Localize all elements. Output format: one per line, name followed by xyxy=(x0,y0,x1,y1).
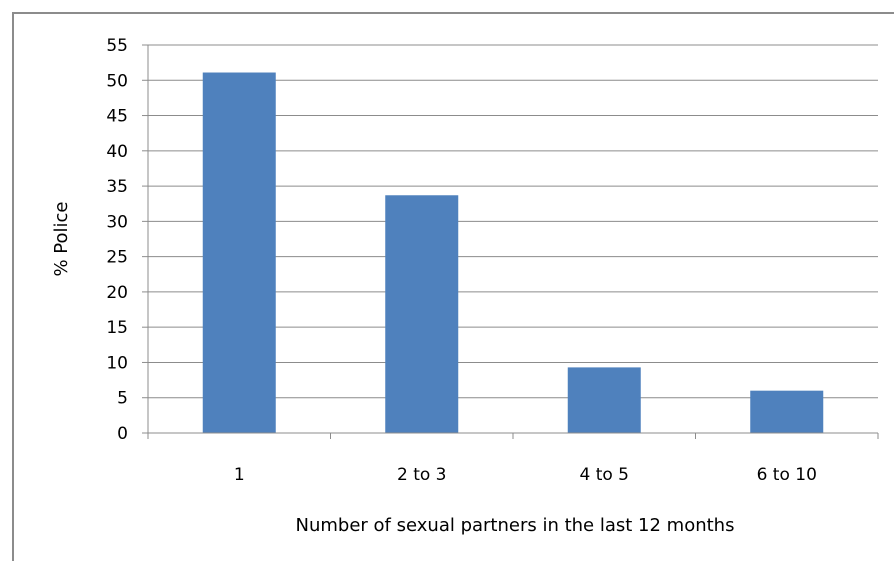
x-tick-label: 6 to 10 xyxy=(757,465,817,485)
y-tick-label: 55 xyxy=(106,36,128,56)
y-tick-label: 40 xyxy=(106,142,128,162)
y-tick-label: 10 xyxy=(106,353,128,373)
x-axis-ticks: 1 2 to 3 4 to 5 6 to 10 xyxy=(147,433,879,485)
bar-3 xyxy=(567,367,641,433)
y-tick-label: 45 xyxy=(106,107,128,127)
bar-1 xyxy=(202,72,276,433)
x-tick-label: 4 to 5 xyxy=(579,465,629,485)
y-axis-title: % Police xyxy=(51,201,72,276)
y-tick-label: 15 xyxy=(106,318,128,338)
y-tick-label: 50 xyxy=(106,71,128,91)
y-tick-label: 35 xyxy=(106,177,128,197)
y-tick-label: 25 xyxy=(106,248,128,268)
x-tick-label: 2 to 3 xyxy=(397,465,447,485)
bar-2 xyxy=(385,195,459,433)
x-tick-label: 1 xyxy=(234,465,245,485)
y-tick-label: 5 xyxy=(117,389,128,409)
bars xyxy=(202,72,824,433)
x-axis-title: Number of sexual partners in the last 12… xyxy=(296,515,735,536)
y-tick-label: 0 xyxy=(117,424,128,444)
y-tick-label: 20 xyxy=(106,283,128,303)
y-axis-ticks: 0 5 10 15 20 25 30 35 40 45 50 55 xyxy=(106,36,148,444)
y-tick-label: 30 xyxy=(106,212,128,232)
bar-4 xyxy=(750,390,824,433)
